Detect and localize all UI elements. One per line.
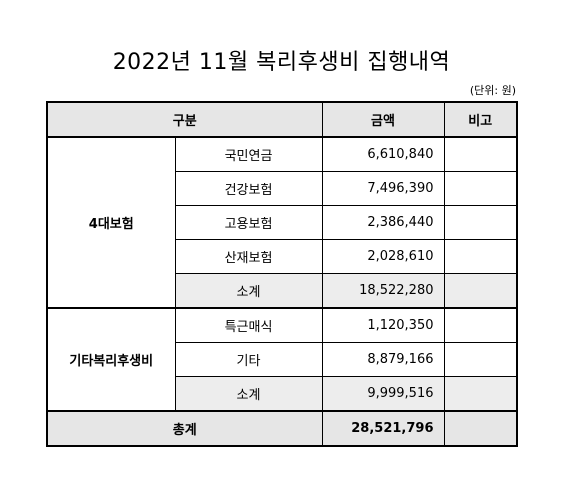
unit-label: (단위: 원) (469, 84, 516, 97)
total-row: 총계 28,521,796 (46, 410, 518, 447)
subtotal-note (443, 376, 518, 412)
table-row: 산재보험 2,028,610 (47, 239, 518, 274)
subtotal-label: 소계 (174, 273, 323, 309)
subtotal-label: 소계 (174, 376, 323, 412)
item-note (443, 136, 518, 172)
total-amount: 28,521,796 (321, 410, 445, 447)
table-row: 고용보험 2,386,440 (47, 205, 518, 240)
subtotal-amount: 9,999,516 (321, 376, 445, 412)
table-row: 4대보험 국민연금 6,610,840 (46, 136, 518, 309)
subtotal-amount: 18,522,280 (321, 273, 445, 309)
subtotal-row: 소계 18,522,280 (47, 273, 518, 309)
item-amount: 7,496,390 (321, 171, 445, 206)
table-row: 건강보험 7,496,390 (47, 171, 518, 206)
page-title: 2022년 11월 복리후생비 집행내역 (112, 50, 451, 75)
table-header-row: 구분 금액 비고 (46, 101, 518, 138)
item-amount: 2,028,610 (321, 239, 445, 274)
item-label: 산재보험 (174, 239, 323, 274)
table-row: 기타복리후생비 특근매식 1,120,350 (46, 307, 518, 412)
group-label-insurance: 4대보험 (46, 136, 176, 309)
item-note (443, 171, 518, 206)
item-amount: 1,120,350 (321, 307, 445, 343)
item-note (443, 205, 518, 240)
total-note (443, 410, 518, 447)
table-row: 기타 8,879,166 (47, 342, 518, 377)
group-label-other-welfare: 기타복리후생비 (46, 307, 176, 412)
item-amount: 6,610,840 (321, 136, 445, 172)
item-amount: 8,879,166 (321, 342, 445, 377)
item-label: 특근매식 (174, 307, 323, 343)
subtotal-row: 소계 9,999,516 (47, 376, 518, 412)
header-note: 비고 (443, 101, 518, 138)
header-category: 구분 (46, 101, 323, 138)
item-label: 기타 (174, 342, 323, 377)
subtotal-note (443, 273, 518, 309)
item-label: 고용보험 (174, 205, 323, 240)
item-label: 국민연금 (174, 136, 323, 172)
item-note (443, 342, 518, 377)
item-amount: 2,386,440 (321, 205, 445, 240)
item-note (443, 239, 518, 274)
total-label: 총계 (46, 410, 323, 447)
item-note (443, 307, 518, 343)
expense-table: 구분 금액 비고 4대보험 국민연금 6,610,840 건강보험 7,496,… (46, 101, 518, 447)
header-amount: 금액 (321, 101, 445, 138)
item-label: 건강보험 (174, 171, 323, 206)
